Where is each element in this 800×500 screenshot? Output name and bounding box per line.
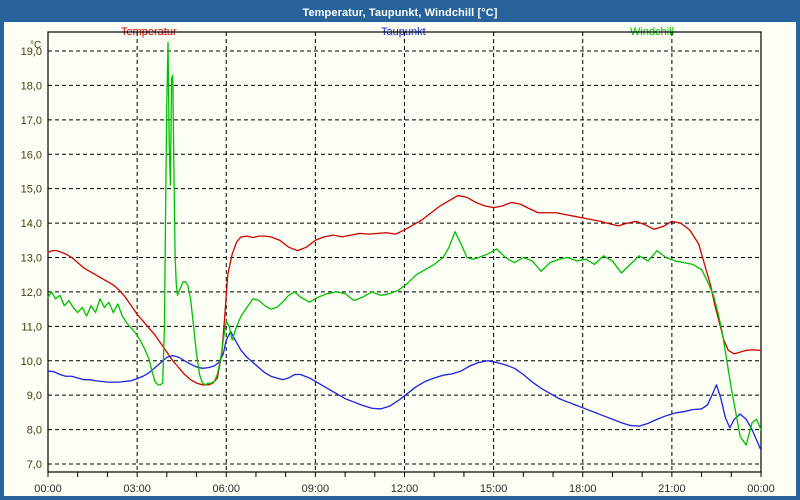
axis-ticks-group xyxy=(47,472,762,477)
window-title-bar: Temperatur, Taupunkt, Windchill [°C] xyxy=(4,4,796,22)
y-axis-tick-label: 13,0 xyxy=(21,253,42,265)
y-axis-tick-label: 15,0 xyxy=(21,184,42,196)
series-line-windchill xyxy=(47,41,762,446)
y-axis-unit-label: °C xyxy=(30,40,42,51)
x-axis-time-label: 12:00 xyxy=(391,483,419,495)
x-axis-time-label: 06:00 xyxy=(212,483,240,495)
x-axis-time-label: 09:00 xyxy=(302,483,330,495)
x-axis-time-label: 00:00 xyxy=(34,483,62,495)
y-axis-tick-label: 11,0 xyxy=(21,321,42,333)
y-axis-tick-label: 9,0 xyxy=(27,390,42,402)
series-line-taupunkt xyxy=(47,330,762,451)
y-axis-tick-label: 10,0 xyxy=(21,356,42,368)
y-axis-tick-label: 7,0 xyxy=(27,459,42,471)
series-lines-group xyxy=(47,41,762,451)
x-axis-time-label: 00:00 xyxy=(747,483,775,495)
gridlines-group xyxy=(48,32,761,472)
page-title: Temperatur, Taupunkt, Windchill [°C] xyxy=(302,7,498,19)
line-chart-plot: 19,0 18,0 17,0 16,0 15,0 14,0 13,0 12,0 11,0 10,0… xyxy=(21,31,775,495)
y-axis-tick-label: 17,0 xyxy=(21,115,42,127)
x-axis-time-label: 21:00 xyxy=(658,483,686,495)
y-axis-tick-label: 18,0 xyxy=(21,80,42,92)
x-axis-labels-group: 00:0031.12.1703:0031.12.1706:0031.12.170… xyxy=(34,483,775,495)
y-axis-labels-group: 19,0 18,0 17,0 16,0 15,0 14,0 13,0 12,0 11,0 10,0… xyxy=(21,46,42,471)
x-axis-time-label: 03:00 xyxy=(123,483,151,495)
y-axis-tick-label: 19,0 xyxy=(21,46,42,58)
y-axis-tick-label: 16,0 xyxy=(21,149,42,161)
y-axis-tick-label: 8,0 xyxy=(27,425,42,437)
x-axis-time-label: 15:00 xyxy=(480,483,508,495)
series-line-temperatur xyxy=(47,194,762,386)
x-axis-time-label: 18:00 xyxy=(569,483,597,495)
y-axis-tick-label: 12,0 xyxy=(21,287,42,299)
chart-canvas: Temperatur Taupunkt Windchill °C 19,0 18,… xyxy=(4,22,796,496)
y-axis-tick-label: 14,0 xyxy=(21,218,42,230)
